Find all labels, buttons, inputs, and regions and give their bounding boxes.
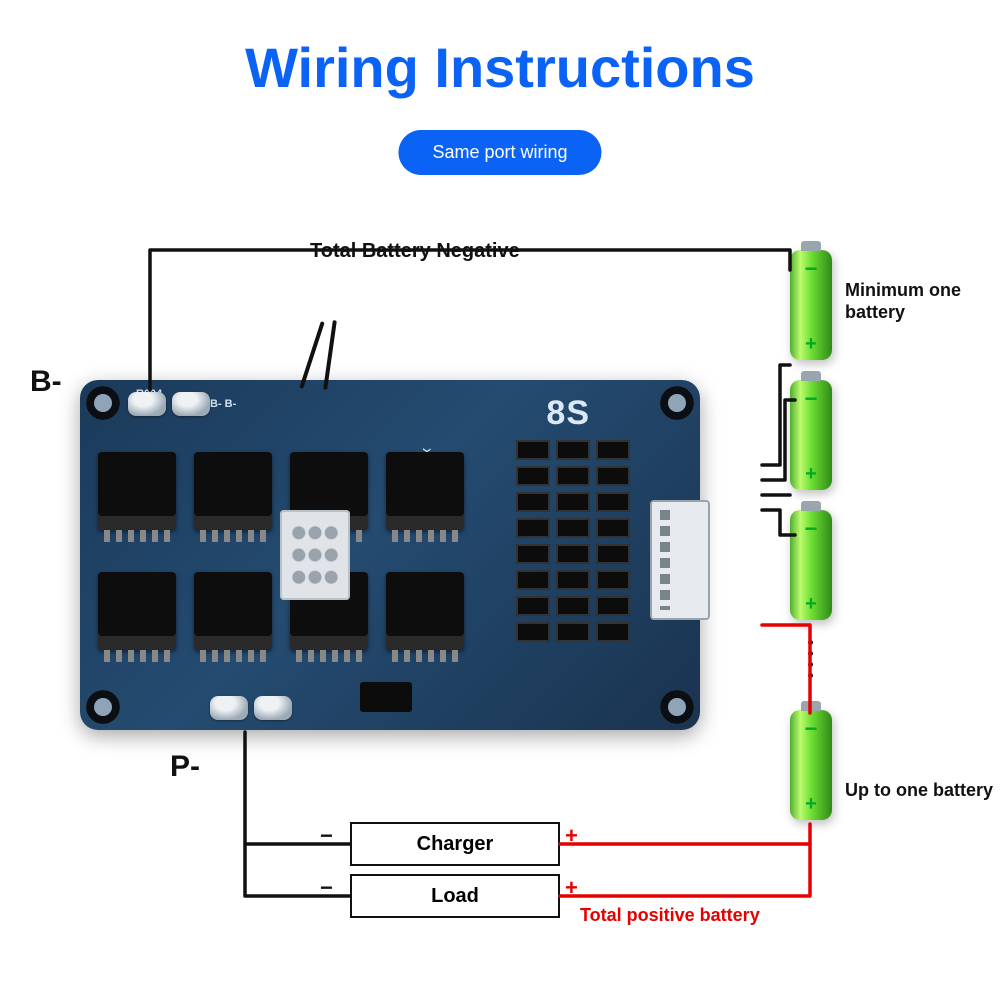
thermistor-lead <box>323 320 337 390</box>
pcb-board: 8S B- B- P- P- XR-8STL-25A R004 <box>80 380 700 730</box>
pcb-mount-hole <box>86 386 120 420</box>
pcb-silk-bminus: B- B- <box>210 398 236 410</box>
pcb-mount-hole <box>86 690 120 724</box>
mosfet <box>194 452 272 530</box>
heatsink <box>280 510 350 600</box>
polarity-plus: + <box>565 823 578 849</box>
battery-cell: −+ <box>790 710 832 820</box>
diagram-canvas: 8S B- B- P- P- XR-8STL-25A R004 <box>0 210 1000 970</box>
charger-box: Charger <box>350 822 560 866</box>
label-b-minus: B- <box>30 365 62 399</box>
label-minimum-battery: Minimum onebattery <box>845 280 961 323</box>
solder-pad-bminus <box>128 392 166 416</box>
label-p-minus: P- <box>170 750 200 784</box>
page-title: Wiring Instructions <box>0 35 1000 100</box>
balance-connector <box>650 500 710 620</box>
solder-pad-pminus <box>210 696 248 720</box>
pcb-mount-hole <box>660 690 694 724</box>
mosfet <box>194 572 272 650</box>
label-up-to-battery: Up to one battery <box>845 780 993 801</box>
battery-cell: −+ <box>790 380 832 490</box>
mosfet <box>386 452 464 530</box>
battery-cell: −+ <box>790 510 832 620</box>
balance-resistor-ladder <box>516 440 630 642</box>
label-total-positive: Total positive battery <box>580 905 760 926</box>
subtitle-pill: Same port wiring <box>398 130 601 175</box>
polarity-plus: + <box>565 875 578 901</box>
pcb-mount-hole <box>660 386 694 420</box>
polarity-minus: − <box>320 875 333 901</box>
battery-cell: −+ <box>790 250 832 360</box>
pcb-silk-model: 8S <box>546 394 590 433</box>
label-total-negative: Total Battery Negative <box>310 240 520 263</box>
mosfet <box>386 572 464 650</box>
solder-pad-pminus <box>254 696 292 720</box>
load-box: Load <box>350 874 560 918</box>
polarity-minus: − <box>320 823 333 849</box>
smd-chip <box>360 682 412 712</box>
series-ellipsis-icon <box>808 640 813 678</box>
solder-pad-bminus <box>172 392 210 416</box>
mosfet <box>98 452 176 530</box>
thermistor-lead <box>299 321 324 389</box>
mosfet <box>98 572 176 650</box>
